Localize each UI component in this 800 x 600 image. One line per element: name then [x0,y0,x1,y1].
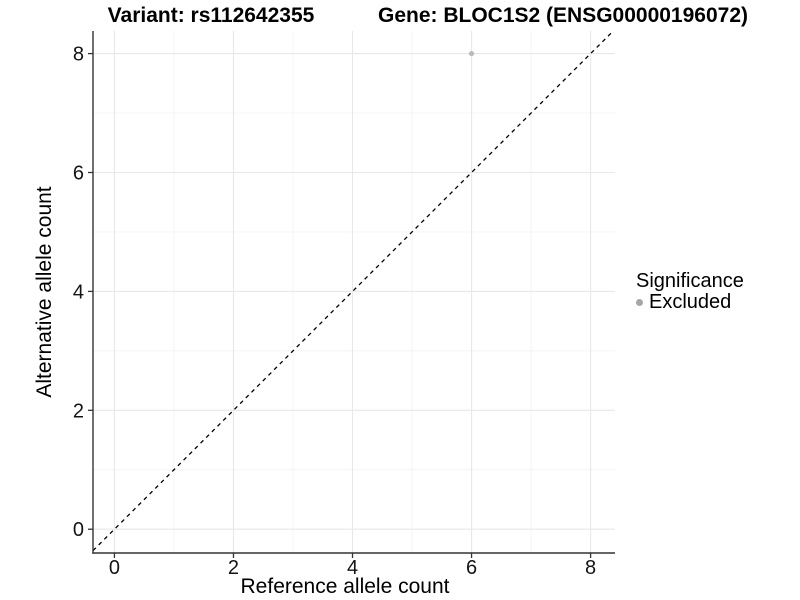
variant-title: Variant: rs112642355 [107,4,315,27]
x-tick-label: 2 [228,557,239,579]
x-tick-label: 0 [109,557,120,579]
legend-entry-excluded: Excluded [636,292,744,313]
x-tick-label: 4 [347,557,358,579]
legend-entry-label: Excluded [649,291,732,313]
gene-title: Gene: BLOC1S2 (ENSG00000196072) [377,4,749,27]
y-axis-title: Alternative allele count [33,186,56,398]
legend: Significance Excluded [636,271,744,313]
x-axis-title: Reference allele count [240,575,450,598]
x-tick-label: 8 [585,557,596,579]
y-tick-label: 4 [73,281,84,303]
y-tick-label: 2 [73,400,84,422]
y-tick-label: 8 [73,44,84,66]
data-point [468,50,475,57]
identity-line [92,30,614,552]
legend-title: Significance [636,270,744,292]
x-tick-label: 6 [466,557,477,579]
y-tick-label: 6 [73,162,84,184]
y-tick-label: 0 [73,519,84,541]
excluded-point-icon [636,299,643,306]
